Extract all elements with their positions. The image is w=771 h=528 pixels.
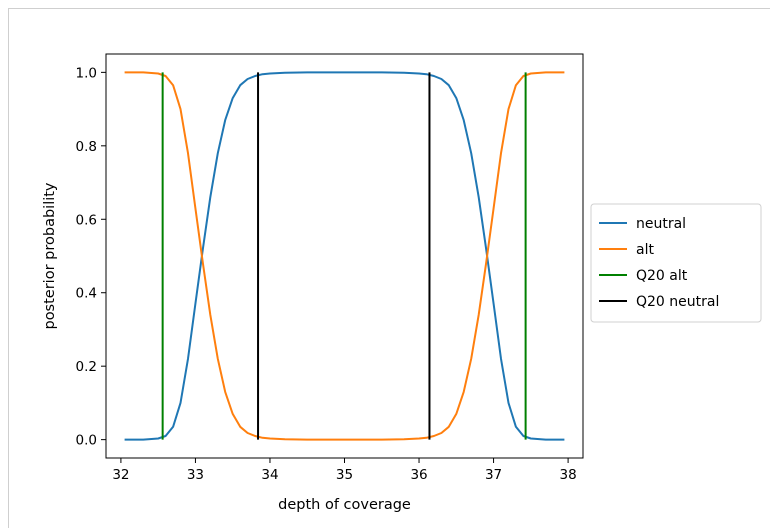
y-tick-label: 0.4	[76, 286, 97, 302]
legend-label-neutral: neutral	[636, 216, 686, 232]
y-tick-label: 0.0	[76, 433, 97, 449]
y-tick-label: 0.2	[76, 359, 97, 375]
x-tick-label: 36	[410, 467, 427, 483]
legend-label-q20-neutral: Q20 neutral	[636, 294, 719, 310]
series-line-neutral	[124, 71, 565, 441]
x-tick-label: 32	[112, 467, 129, 483]
x-tick-label: 38	[560, 467, 577, 483]
series-line-alt	[124, 71, 565, 441]
posterior-probability-chart: 32 33 34 35 36 37 38 0.0 0.2 0.4 0.6 0.8 1.0 depth o…	[42, 53, 762, 513]
legend-label-alt: alt	[636, 242, 654, 258]
figure-frame	[8, 8, 770, 528]
legend-box	[590, 203, 762, 323]
y-tick-label: 1.0	[76, 65, 97, 81]
legend: neutral alt Q20 alt Q20 neutral	[590, 203, 762, 323]
x-tick-label: 35	[336, 467, 353, 483]
plot-marks	[124, 71, 565, 441]
x-tick-label: 33	[187, 467, 204, 483]
y-axis-label: posterior probability	[42, 182, 58, 329]
x-tick-label: 37	[485, 467, 502, 483]
legend-label-q20-alt: Q20 alt	[636, 268, 688, 284]
axes-frame	[105, 53, 584, 459]
x-tick-label: 34	[261, 467, 278, 483]
x-axis-label: depth of coverage	[278, 497, 411, 513]
axis-ticks: 32 33 34 35 36 37 38 0.0 0.2 0.4 0.6 0.8 1.0	[76, 65, 577, 483]
y-tick-label: 0.6	[76, 212, 97, 228]
y-tick-label: 0.8	[76, 139, 97, 155]
